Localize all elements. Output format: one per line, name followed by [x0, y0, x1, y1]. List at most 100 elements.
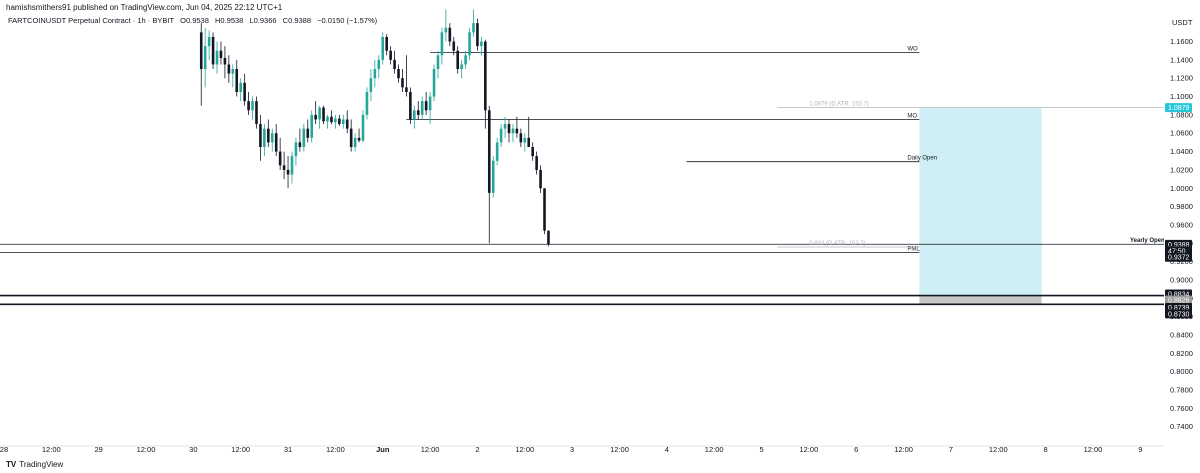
candle-56[interactable]	[420, 96, 424, 120]
candle-81[interactable]	[519, 128, 523, 147]
time-axis[interactable]: 28 12:00 29 12:00 30 12:00 31 12:00 Jun 12:00 2 12:…	[0, 445, 1164, 454]
candle-41[interactable]	[361, 110, 365, 143]
candle-9[interactable]	[235, 59, 239, 97]
candle-82[interactable]	[523, 133, 527, 152]
candle-69[interactable]	[472, 9, 475, 37]
candle-43[interactable]	[369, 69, 373, 102]
candle-24[interactable]	[294, 137, 298, 166]
candle-87[interactable]	[543, 188, 546, 235]
price-tag-3[interactable]: 0.9372	[1165, 252, 1192, 262]
candle-60[interactable]	[436, 50, 440, 79]
candle-80[interactable]	[515, 116, 519, 138]
candle-19[interactable]	[274, 124, 278, 157]
candle-22[interactable]	[286, 156, 290, 189]
candle-57[interactable]	[424, 91, 428, 115]
candle-53[interactable]	[409, 87, 412, 125]
candle-16[interactable]	[263, 124, 266, 157]
candle-44[interactable]	[373, 59, 377, 88]
candle-66[interactable]	[460, 59, 463, 79]
candle-63[interactable]	[448, 23, 452, 47]
price-tag-0[interactable]: 1.0879	[1165, 103, 1192, 113]
candle-45[interactable]	[377, 55, 381, 79]
candle-83[interactable]	[527, 116, 531, 147]
candle-62[interactable]	[444, 9, 448, 42]
price-axis[interactable]: USDT 1.1600 1.1400 1.1200 1.1000 1.0800 1.060…	[1164, 14, 1200, 446]
candle-55[interactable]	[416, 101, 420, 120]
candle-4[interactable]	[215, 41, 219, 74]
candle-17[interactable]	[267, 119, 270, 147]
candle-79[interactable]	[511, 124, 515, 143]
candle-10[interactable]	[239, 78, 242, 102]
candle-47[interactable]	[385, 34, 388, 56]
candle-75[interactable]	[495, 137, 499, 166]
candle-13[interactable]	[251, 96, 254, 120]
candle-34[interactable]	[334, 114, 337, 129]
candle-32[interactable]	[326, 114, 329, 129]
candle-27[interactable]	[306, 119, 310, 143]
candle-38[interactable]	[349, 119, 353, 152]
candle-58[interactable]	[428, 91, 432, 125]
candle-35[interactable]	[338, 114, 341, 126]
candle-64[interactable]	[452, 36, 456, 56]
candle-21[interactable]	[282, 151, 286, 180]
candle-59[interactable]	[432, 64, 436, 102]
candle-18[interactable]	[270, 128, 274, 152]
candle-54[interactable]	[413, 105, 416, 129]
entry-zone[interactable]	[919, 295, 1042, 305]
target-zone[interactable]	[919, 107, 1042, 296]
candle-49[interactable]	[393, 50, 396, 74]
candle-40[interactable]	[357, 128, 361, 143]
candle-29[interactable]	[314, 101, 317, 125]
candle-3[interactable]	[211, 32, 215, 70]
candle-51[interactable]	[401, 69, 404, 92]
candle-7[interactable]	[227, 55, 231, 83]
candle-50[interactable]	[397, 64, 400, 83]
price-tag-5[interactable]: 0.8826	[1165, 295, 1192, 305]
candle-52[interactable]	[405, 55, 408, 97]
candle-33[interactable]	[330, 110, 333, 125]
candle-31[interactable]	[322, 105, 325, 125]
candle-23[interactable]	[290, 151, 294, 184]
candle-39[interactable]	[353, 133, 357, 152]
candle-74[interactable]	[491, 156, 495, 198]
symbol-title[interactable]: FARTCOINUSDT Perpetual Contract · 1h · B…	[8, 16, 175, 25]
candle-15[interactable]	[259, 114, 262, 161]
candle-14[interactable]	[255, 96, 258, 129]
candle-30[interactable]	[318, 105, 321, 129]
candle-61[interactable]	[440, 27, 444, 65]
candle-88[interactable]	[547, 230, 550, 247]
candle-2[interactable]	[207, 30, 211, 60]
candle-26[interactable]	[302, 124, 306, 152]
candle-8[interactable]	[231, 64, 235, 88]
candle-71[interactable]	[480, 36, 483, 56]
candle-70[interactable]	[476, 18, 479, 51]
candle-36[interactable]	[341, 114, 345, 129]
candle-12[interactable]	[247, 91, 250, 115]
candle-67[interactable]	[464, 50, 467, 70]
price-tag-7[interactable]: 0.8730	[1165, 309, 1192, 319]
candle-11[interactable]	[243, 73, 246, 106]
candle-46[interactable]	[381, 32, 385, 65]
candle-28[interactable]	[310, 110, 314, 143]
candle-42[interactable]	[365, 87, 369, 120]
candle-84[interactable]	[531, 142, 534, 161]
candle-37[interactable]	[345, 110, 349, 134]
candle-72[interactable]	[484, 39, 487, 129]
candle-68[interactable]	[468, 27, 471, 60]
candle-86[interactable]	[539, 165, 542, 193]
candle-73[interactable]	[487, 105, 491, 244]
candle-85[interactable]	[535, 151, 538, 175]
candle-76[interactable]	[499, 124, 503, 147]
candle-6[interactable]	[223, 46, 227, 79]
candle-body	[401, 78, 404, 88]
candle-20[interactable]	[278, 137, 282, 170]
candle-77[interactable]	[503, 116, 507, 138]
candle-5[interactable]	[219, 41, 223, 65]
candle-78[interactable]	[507, 119, 511, 143]
candle-48[interactable]	[389, 46, 392, 65]
candle-0[interactable]	[199, 23, 203, 106]
candle-25[interactable]	[298, 128, 302, 152]
candle-65[interactable]	[456, 46, 460, 74]
candle-1[interactable]	[203, 27, 207, 88]
